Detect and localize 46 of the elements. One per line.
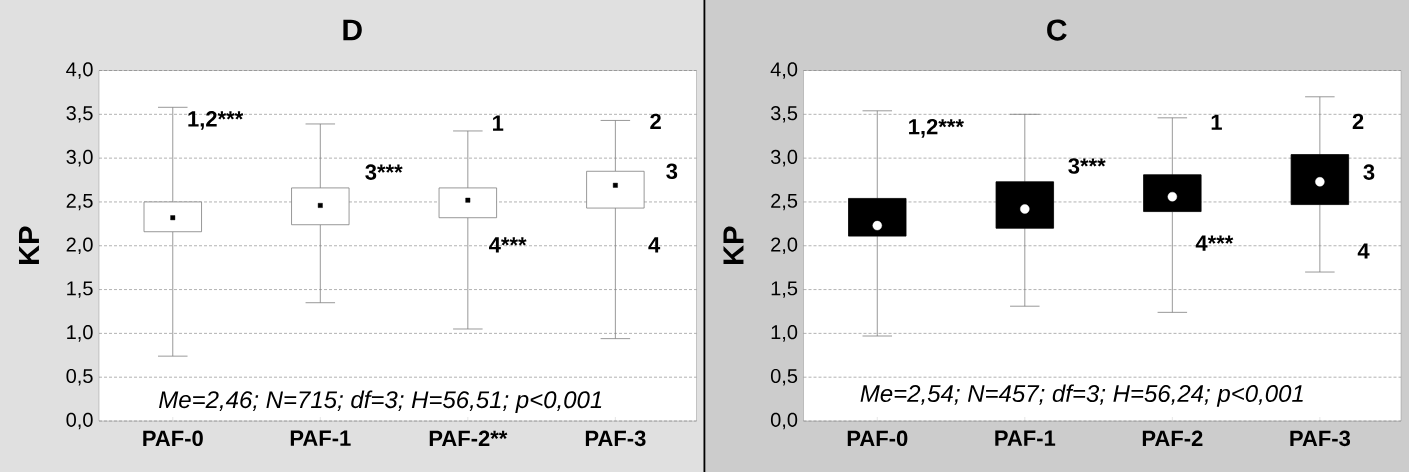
- x-tick-label: PAF-3: [585, 430, 646, 447]
- y-tick-label: 0,0: [66, 412, 93, 430]
- y-tick-label: 3,0: [770, 149, 798, 167]
- annotation: 3: [666, 163, 678, 180]
- y-tick-label: 1,5: [67, 281, 93, 298]
- y-tick-label: 1,5: [771, 281, 798, 298]
- x-tick-label: PAF-3: [1290, 430, 1351, 447]
- y-tick-label: 3,0: [66, 149, 93, 167]
- y-tick-label: 1,0: [771, 325, 798, 342]
- y-tick-label: 2,0: [66, 237, 93, 255]
- annotation: 4: [1357, 243, 1370, 259]
- x-tick-label: PAF-1: [995, 430, 1056, 446]
- annotation: 3***: [365, 164, 403, 180]
- annotation: 3: [1363, 164, 1375, 180]
- x-tick-label: PAF-2**: [429, 430, 508, 446]
- y-tick-label: 2,5: [771, 193, 798, 211]
- y-axis-title: KP: [19, 226, 39, 264]
- y-tick-label: 3,5: [66, 106, 93, 123]
- y-tick-label: 2,0: [771, 237, 798, 255]
- y-tick-label: 2,5: [66, 193, 93, 211]
- x-tick-label: PAF-2: [1142, 430, 1203, 446]
- x-tick-label: PAF-1: [290, 430, 351, 446]
- annotation: 2: [650, 113, 661, 130]
- y-tick-label: 0,0: [770, 412, 798, 430]
- annotation: Me=2,54; N=457; df=3; H=56,24; p<0,001: [860, 384, 1303, 407]
- x-tick-label: PAF-0: [847, 430, 908, 447]
- annotation: 4: [648, 237, 661, 253]
- y-tick-label: 0,5: [66, 368, 93, 386]
- chart-title: C: [1047, 19, 1067, 41]
- annotation: 1: [493, 115, 504, 131]
- y-tick-label: 4,0: [66, 62, 93, 79]
- annotation: 3***: [1068, 158, 1106, 174]
- y-tick-label: 3,5: [770, 106, 798, 123]
- annotation: Me=2,46; N=715; df=3; H=56,51; p<0,001: [159, 390, 602, 413]
- annotation: 1: [1211, 114, 1222, 130]
- annotation: 4***: [1195, 235, 1234, 251]
- y-tick-label: 1,0: [67, 325, 93, 342]
- y-axis-title: KP: [723, 226, 744, 264]
- y-tick-label: 0,5: [770, 368, 798, 386]
- annotation: 1,2***: [188, 111, 244, 130]
- annotation: 1,2***: [909, 118, 964, 138]
- y-tick-label: 4,0: [770, 62, 798, 79]
- x-tick-label: PAF-0: [143, 430, 203, 447]
- annotation: 4***: [489, 237, 527, 253]
- annotation: 2: [1352, 113, 1364, 130]
- chart-title: D: [343, 19, 362, 41]
